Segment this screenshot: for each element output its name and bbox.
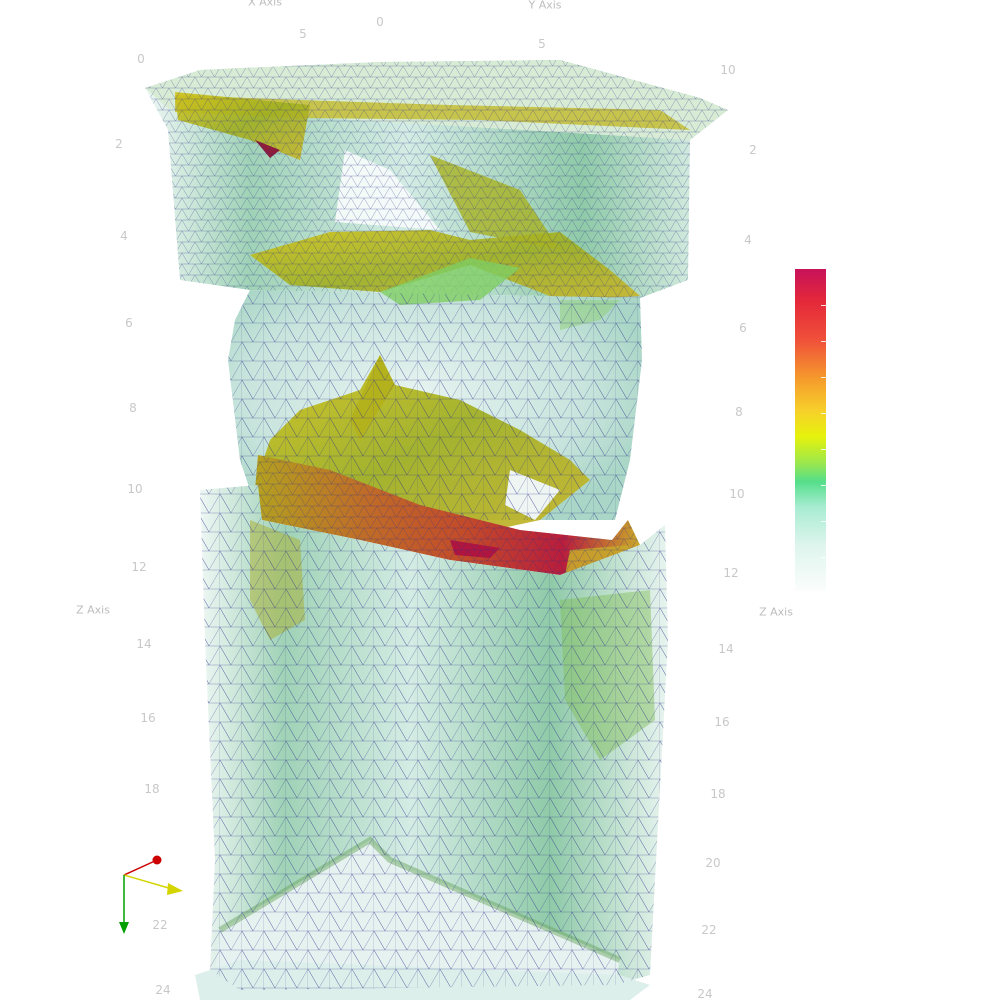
z-tick-label-left: 10 [127,482,143,496]
z-tick-label-right: 6 [739,321,747,335]
colorbar-tick [821,413,826,414]
z-tick-label-left: 14 [136,637,152,651]
z-tick-label-left: 22 [152,918,168,932]
z-tick-label-right: 24 [697,987,713,1001]
colorbar-tick [821,341,826,342]
z-axis-title-right: Z Axis [759,605,793,619]
z-axis-title-left: Z Axis [76,603,110,617]
z-tick-label-right: 12 [723,566,739,580]
middle-ball [228,258,642,535]
top-slab [145,60,728,300]
z-tick-label-right: 8 [735,405,743,419]
x-tick-label: 0 [376,15,384,29]
y-tick-label: 5 [538,37,546,51]
triad-y-cone [152,855,162,865]
orientation-axes-triad[interactable] [110,850,200,940]
z-tick-label-left: 8 [129,401,137,415]
z-tick-label-left: 2 [115,137,123,151]
z-tick-label-left: 12 [131,560,147,574]
colorbar-tick [821,557,826,558]
z-tick-label-right: 4 [744,233,752,247]
z-tick-label-left: 24 [155,983,171,997]
colorbar-tick [821,305,826,306]
z-tick-label-left: 4 [120,229,128,243]
z-tick-label-right: 10 [729,487,745,501]
triad-x-cone [167,883,183,895]
x-axis-title: X Axis [248,0,282,9]
z-tick-label-right: 2 [749,143,757,157]
z-tick-label-left: 6 [125,316,133,330]
z-tick-label-right: 20 [705,856,721,870]
scalar-colorbar[interactable] [795,269,826,591]
y-tick-label: 10 [720,63,736,77]
x-tick-label: 5 [299,27,307,41]
z-tick-label-right: 22 [701,923,717,937]
y-tick-label: 0 [137,52,145,66]
triad-y-axis [123,859,158,876]
triad-z-cone [119,922,129,934]
bottom-block [195,485,668,1000]
colorbar-tick [821,449,826,450]
colorbar-tick [821,377,826,378]
z-tick-label-right: 14 [718,642,734,656]
z-tick-label-left: 18 [144,782,160,796]
z-tick-label-right: 16 [714,715,730,729]
z-tick-label-left: 16 [140,711,156,725]
colorbar-tick [821,485,826,486]
triad-x-axis [123,874,173,890]
z-tick-label-right: 18 [710,787,726,801]
y-axis-title: Y Axis [528,0,562,12]
colorbar-tick [821,521,826,522]
